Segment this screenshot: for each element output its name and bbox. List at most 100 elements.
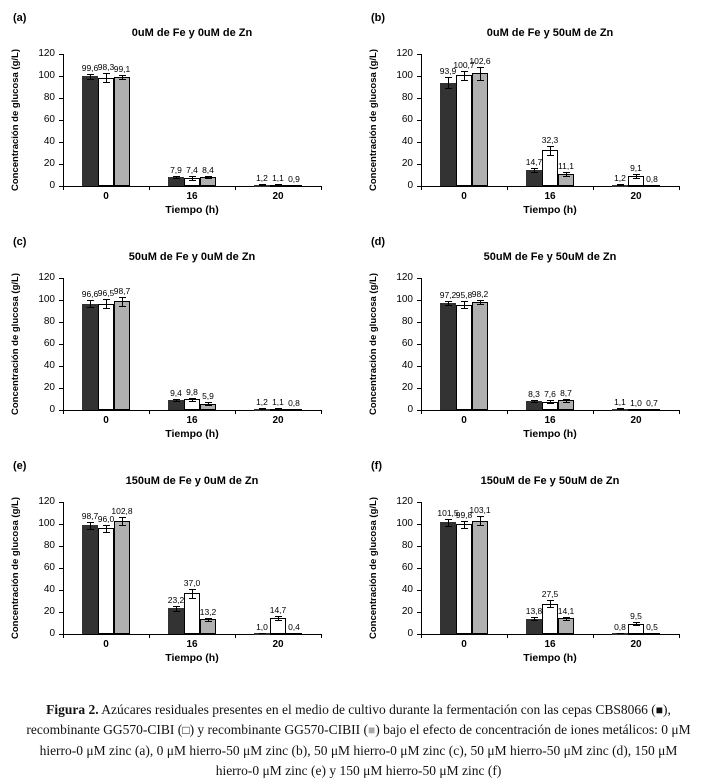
- x-tick-label: 16: [186, 639, 198, 650]
- bar-GG570-CIBII: [472, 302, 488, 410]
- x-tick-label: 20: [630, 415, 642, 426]
- y-axis-title: Concentración de glucosa (g/L): [10, 273, 21, 415]
- error-bar-cap-top: [530, 399, 538, 401]
- error-bar-cap-bottom: [86, 78, 94, 80]
- chart-title: 50uM de Fe y 50uM de Zn: [483, 251, 617, 263]
- y-tick-mark: [417, 186, 421, 187]
- error-bar-cap-bottom: [118, 525, 126, 527]
- error-bar-cap-top: [648, 184, 656, 186]
- x-tick-label: 0: [103, 415, 109, 426]
- bar-value-label: 1,0: [256, 621, 268, 632]
- error-bar-cap-bottom: [290, 633, 298, 635]
- error-bar-cap-top: [460, 70, 468, 72]
- bar-value-label: 8,7: [560, 388, 572, 399]
- x-tick-label: 0: [461, 415, 467, 426]
- y-axis-line: [421, 278, 422, 411]
- error-bar-cap-top: [632, 621, 640, 623]
- x-tick-mark: [63, 634, 64, 638]
- error-bar-line: [175, 398, 177, 401]
- error-bar-line: [121, 74, 123, 80]
- y-tick-mark: [59, 590, 63, 591]
- error-bar-cap-bottom: [274, 185, 282, 187]
- bar-value-label: 1,1: [272, 397, 284, 408]
- chart-title: 0uM de Fe y 50uM de Zn: [486, 27, 614, 39]
- bar-value-label: 9,8: [186, 386, 198, 397]
- error-bar-cap-top: [562, 616, 570, 618]
- panel-letter: (a): [13, 12, 27, 24]
- error-bar-cap-top: [530, 167, 538, 169]
- error-bar-cap-bottom: [562, 401, 570, 403]
- y-tick-label: 0: [407, 180, 413, 191]
- bar-value-label: 103,1: [469, 505, 491, 516]
- bar-value-label: 5,9: [202, 391, 214, 402]
- error-bar-line: [191, 397, 193, 401]
- x-axis-line: [63, 186, 322, 187]
- bar-CBS8066: [168, 608, 184, 634]
- error-bar-cap-top: [118, 74, 126, 76]
- y-tick-label: 80: [401, 540, 413, 551]
- y-tick-label: 60: [401, 338, 413, 349]
- y-tick-mark: [417, 546, 421, 547]
- y-axis-line: [63, 54, 64, 187]
- error-bar-cap-bottom: [616, 633, 624, 635]
- bar-value-label: 102,8: [111, 505, 133, 516]
- bar-value-label: 14,7: [269, 604, 287, 615]
- error-bar-cap-bottom: [258, 185, 266, 186]
- bar-value-label: 1,0: [630, 397, 642, 408]
- bar-value-label: 102,6: [469, 55, 491, 66]
- bar-GG570-CIBI: [98, 528, 114, 634]
- bar-value-label: 99,8: [455, 509, 473, 520]
- bar-GG570-CIBI: [456, 524, 472, 634]
- y-axis-title: Concentración de glucosa (g/L): [10, 497, 21, 639]
- bar-value-label: 0,8: [614, 621, 626, 632]
- y-tick-mark: [417, 502, 421, 503]
- bar-value-label: 32,3: [541, 135, 559, 146]
- y-tick-mark: [59, 524, 63, 525]
- bar-value-label: 14,7: [525, 156, 543, 167]
- error-bar-cap-top: [118, 297, 126, 299]
- error-bar-cap-top: [258, 184, 266, 186]
- chart-panel-b: (b) 0uM de Fe y 50uM de Zn Concentración d…: [361, 8, 715, 224]
- y-tick-label: 120: [38, 48, 55, 59]
- y-tick-mark: [417, 142, 421, 143]
- error-bar-line: [121, 516, 123, 526]
- y-tick-label: 100: [38, 70, 55, 81]
- bar-value-label: 98,2: [471, 288, 489, 299]
- error-bar-cap-top: [444, 519, 452, 521]
- y-axis-title: Concentración de glucosa (g/L): [10, 49, 21, 191]
- y-tick-label: 100: [38, 294, 55, 305]
- bar-value-label: 14,1: [557, 605, 575, 616]
- error-bar-line: [463, 301, 465, 308]
- y-tick-mark: [59, 142, 63, 143]
- x-axis-title: Tiempo (h): [165, 428, 219, 440]
- error-bar-cap-bottom: [444, 305, 452, 307]
- bar-CBS8066: [82, 76, 98, 186]
- bar-GG570-CIBI: [98, 78, 114, 186]
- error-bar-cap-bottom: [476, 79, 484, 81]
- y-tick-mark: [59, 98, 63, 99]
- error-bar-cap-top: [86, 300, 94, 302]
- x-axis-line: [63, 410, 322, 411]
- y-tick-mark: [417, 164, 421, 165]
- y-tick-label: 120: [396, 272, 413, 283]
- error-bar-cap-bottom: [172, 178, 180, 180]
- x-tick-label: 16: [544, 415, 556, 426]
- chart-title: 50uM de Fe y 0uM de Zn: [128, 251, 256, 263]
- bar-GG570-CIBI: [456, 305, 472, 410]
- panel-letter: (d): [371, 236, 386, 248]
- y-tick-label: 40: [43, 136, 55, 147]
- error-bar-line: [479, 516, 481, 525]
- error-bar-cap-top: [616, 184, 624, 186]
- error-bar-line: [565, 171, 567, 176]
- bar-value-label: 95,8: [455, 290, 473, 301]
- y-tick-label: 20: [401, 158, 413, 169]
- x-tick-mark: [421, 410, 422, 414]
- bar-value-label: 7,9: [170, 165, 182, 176]
- error-bar-line: [175, 176, 177, 179]
- x-tick-mark: [63, 186, 64, 190]
- error-bar-cap-top: [172, 398, 180, 400]
- chart-panel-e: (e) 150uM de Fe y 0uM de Zn Concentración …: [3, 456, 357, 672]
- error-bar-cap-top: [632, 174, 640, 176]
- error-bar-cap-bottom: [274, 409, 282, 411]
- x-tick-mark: [679, 186, 680, 190]
